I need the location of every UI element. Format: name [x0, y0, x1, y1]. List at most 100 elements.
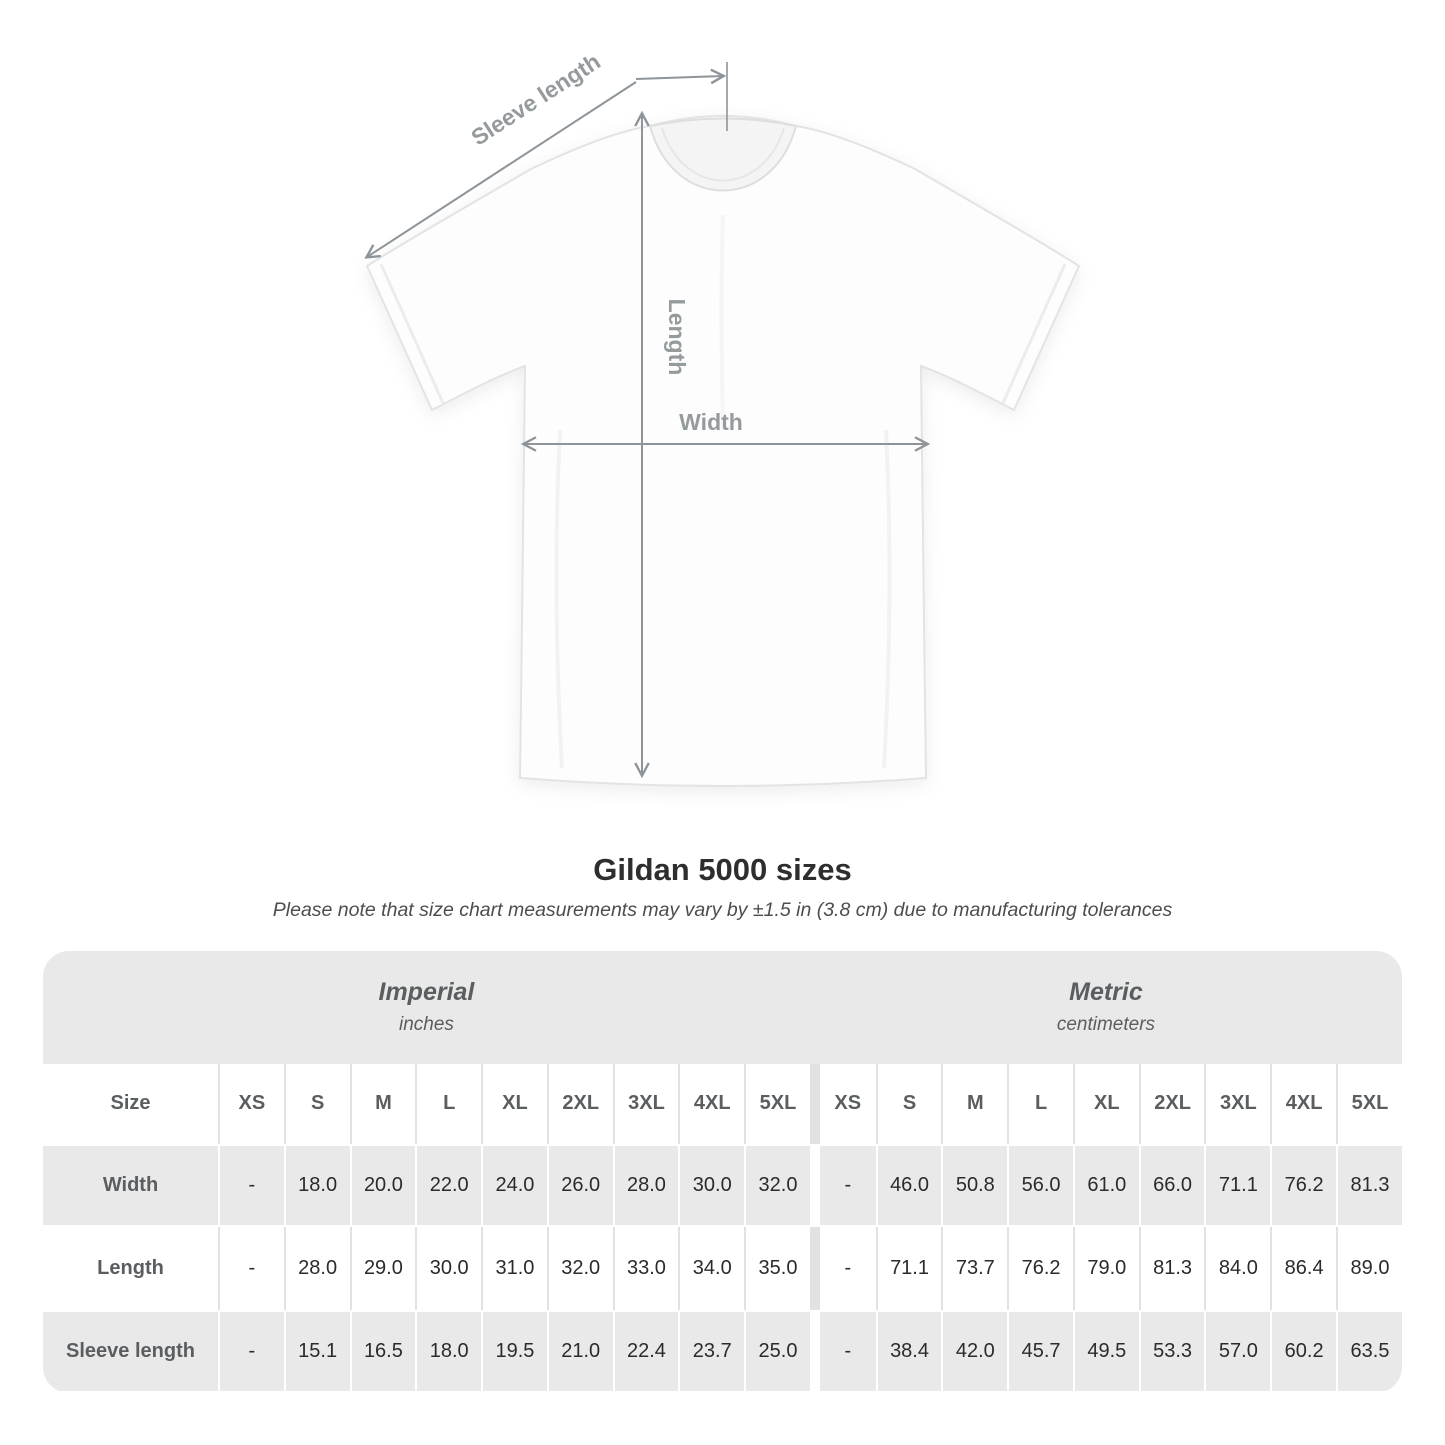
data-cell: 49.5 — [1072, 1309, 1139, 1393]
data-cell: 81.3 — [1336, 1143, 1402, 1227]
tolerance-note: Please note that size chart measurements… — [272, 898, 1173, 921]
data-cell: 73.7 — [941, 1226, 1008, 1310]
data-cell: - — [809, 1309, 876, 1393]
data-cell: 31.0 — [481, 1226, 547, 1310]
data-cell: - — [218, 1309, 284, 1393]
sleeve-length-label: Sleeve length — [466, 48, 605, 151]
data-cell: 30.0 — [415, 1226, 482, 1310]
size-header-imperial-5xl: 5XL — [744, 1063, 810, 1144]
metric-band: Metric centimeters — [809, 950, 1402, 1064]
size-header-row: Size XS S M L XL 2XL 3XL 4XL 5XL XS S M … — [43, 1063, 1402, 1144]
sleeve-length-arrow — [367, 81, 637, 257]
size-header-metric-xl: XL — [1072, 1063, 1139, 1144]
size-header-metric-xs: XS — [809, 1063, 876, 1144]
row-label-length: Length — [43, 1226, 218, 1310]
data-cell: 76.2 — [1270, 1143, 1337, 1227]
size-header-metric-l: L — [1007, 1063, 1073, 1144]
data-cell: 32.0 — [546, 1226, 613, 1310]
data-cell: 24.0 — [481, 1143, 547, 1227]
metric-group-unit: centimeters — [1056, 1014, 1156, 1036]
data-cell: 19.5 — [481, 1309, 547, 1393]
tshirt-right-cuff-seam — [1001, 263, 1067, 404]
data-cell: 45.7 — [1007, 1309, 1073, 1393]
data-cell: 63.5 — [1336, 1309, 1402, 1393]
size-column-header: Size — [43, 1063, 218, 1144]
tshirt-illustration — [366, 115, 1080, 787]
data-cell: 23.7 — [678, 1309, 745, 1393]
data-cell: 22.4 — [612, 1309, 679, 1393]
data-cell: 86.4 — [1270, 1226, 1337, 1310]
data-cell: 71.1 — [875, 1226, 942, 1310]
data-cell: 18.0 — [415, 1309, 482, 1393]
data-cell: - — [809, 1226, 876, 1310]
sleeve-length-row: Sleeve length - 15.1 16.5 18.0 19.5 21.0… — [43, 1309, 1402, 1393]
data-cell: 22.0 — [415, 1143, 482, 1227]
size-header-imperial-s: S — [283, 1063, 350, 1144]
data-cell: 28.0 — [612, 1143, 679, 1227]
tshirt-fold-right — [882, 429, 892, 769]
data-cell: 66.0 — [1138, 1143, 1205, 1227]
width-label: Width — [679, 409, 743, 435]
data-cell: 15.1 — [283, 1309, 350, 1393]
data-cell: 79.0 — [1072, 1226, 1139, 1310]
tshirt-measurement-diagram: Sleeve length Length Width — [0, 48, 1080, 787]
size-header-imperial-2xl: 2XL — [546, 1063, 613, 1144]
data-cell: 25.0 — [744, 1309, 810, 1393]
data-cell: 28.0 — [283, 1226, 350, 1310]
size-header-metric-2xl: 2XL — [1138, 1063, 1205, 1144]
size-header-imperial-4xl: 4XL — [678, 1063, 745, 1144]
tshirt-fold-center — [719, 214, 725, 431]
data-cell: 60.2 — [1270, 1309, 1337, 1393]
tshirt-collar — [648, 117, 798, 192]
imperial-group-label: Imperial — [378, 978, 475, 1007]
row-label-width: Width — [43, 1143, 218, 1227]
data-cell: 81.3 — [1138, 1226, 1205, 1310]
imperial-band: Imperial inches — [43, 950, 810, 1064]
data-cell: 42.0 — [941, 1309, 1008, 1393]
size-header-imperial-l: L — [415, 1063, 482, 1144]
data-cell: 56.0 — [1007, 1143, 1073, 1227]
row-label-sleeve-length: Sleeve length — [43, 1309, 218, 1393]
data-cell: 57.0 — [1204, 1309, 1271, 1393]
data-cell: 46.0 — [875, 1143, 942, 1227]
data-cell: 29.0 — [349, 1226, 416, 1310]
data-cell: 53.3 — [1138, 1309, 1205, 1393]
data-cell: 38.4 — [875, 1309, 942, 1393]
data-cell: 84.0 — [1204, 1226, 1271, 1310]
length-row: Length - 28.0 29.0 30.0 31.0 32.0 33.0 3… — [43, 1226, 1402, 1310]
data-cell: 30.0 — [678, 1143, 745, 1227]
data-cell: 33.0 — [612, 1226, 679, 1310]
imperial-group-unit: inches — [398, 1014, 454, 1036]
data-cell: 35.0 — [744, 1226, 810, 1310]
unit-band-row: Imperial inches Metric centimeters — [43, 950, 1402, 1064]
measurement-arrows — [367, 62, 927, 775]
tshirt-diagram-svg: Sleeve length Length Width — [0, 48, 1080, 787]
metric-group-label: Metric — [1069, 978, 1143, 1007]
data-cell: 61.0 — [1072, 1143, 1139, 1227]
size-chart-container: Imperial inches Metric centimeters Size … — [43, 950, 1402, 1393]
size-header-metric-5xl: 5XL — [1336, 1063, 1402, 1144]
data-cell: 26.0 — [546, 1143, 613, 1227]
tshirt-left-cuff-seam — [379, 263, 445, 404]
size-header-imperial-3xl: 3XL — [612, 1063, 679, 1144]
data-cell: 32.0 — [744, 1143, 810, 1227]
data-cell: - — [218, 1143, 284, 1227]
size-header-metric-s: S — [875, 1063, 942, 1144]
data-cell: 50.8 — [941, 1143, 1008, 1227]
data-cell: 21.0 — [546, 1309, 613, 1393]
data-cell: 20.0 — [349, 1143, 416, 1227]
size-header-metric-3xl: 3XL — [1204, 1063, 1271, 1144]
size-header-imperial-m: M — [349, 1063, 416, 1144]
data-cell: 76.2 — [1007, 1226, 1073, 1310]
data-cell: 34.0 — [678, 1226, 745, 1310]
data-cell: 71.1 — [1204, 1143, 1271, 1227]
size-header-metric-4xl: 4XL — [1270, 1063, 1337, 1144]
tshirt-collar-rib-line — [661, 127, 785, 182]
data-cell: - — [809, 1143, 876, 1227]
tshirt-fold-left — [554, 429, 564, 769]
size-header-imperial-xs: XS — [218, 1063, 284, 1144]
width-row: Width - 18.0 20.0 22.0 24.0 26.0 28.0 30… — [43, 1143, 1402, 1227]
data-cell: - — [218, 1226, 284, 1310]
page-title: Gildan 5000 sizes — [593, 852, 852, 887]
data-cell: 16.5 — [349, 1309, 416, 1393]
